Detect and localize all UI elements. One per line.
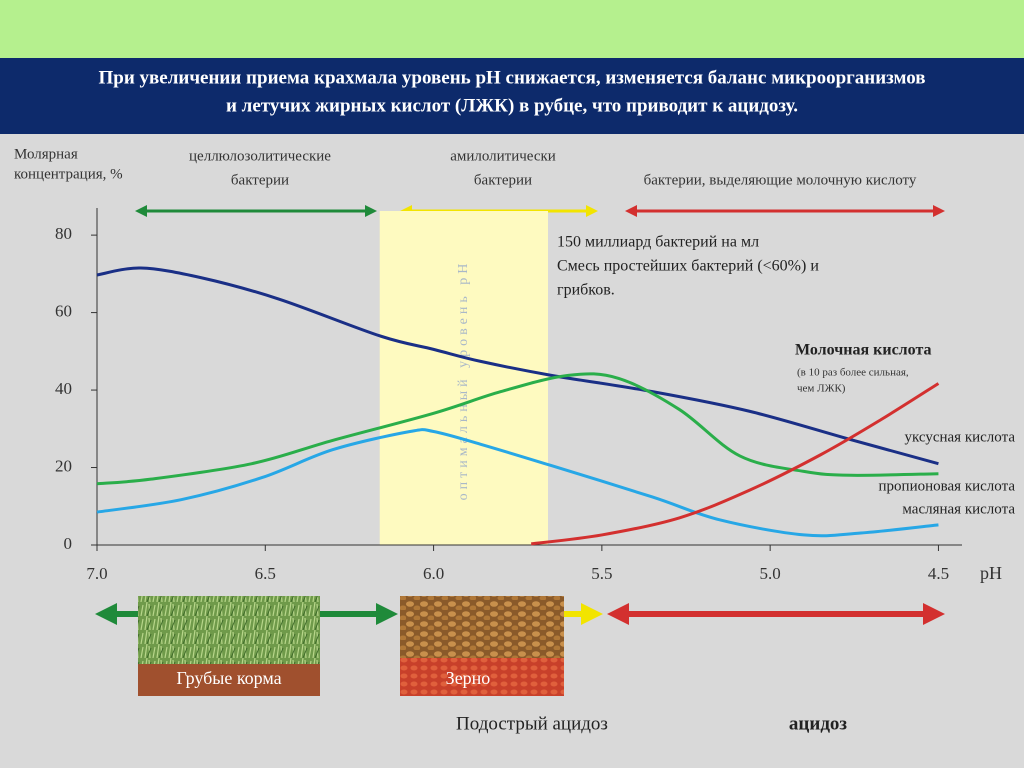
series-line: [96, 372, 939, 486]
series-label: пропионовая кислота: [879, 478, 1016, 494]
x-tick-label: 7.0: [86, 564, 107, 583]
x-label: pH: [980, 563, 1002, 583]
y-tick-label: 60: [55, 301, 72, 320]
y-label: концентрация, %: [14, 166, 123, 182]
annotation: грибков.: [557, 282, 615, 299]
series-label: уксусная кислота: [904, 429, 1015, 445]
bacteria-label: целлюлозолитические: [189, 148, 331, 164]
y-tick-label: 40: [55, 379, 72, 398]
series-line: [530, 382, 940, 546]
top-band: [0, 0, 1024, 58]
x-tick-label: 6.5: [255, 564, 276, 583]
x-tick-label: 5.5: [591, 564, 612, 583]
acidosis-label: ацидоз: [789, 713, 848, 734]
y-tick-label: 80: [55, 224, 72, 243]
title-line: и летучих жирных кислот (ЛЖК) в рубце, ч…: [226, 95, 798, 116]
y-tick-label: 0: [64, 534, 73, 553]
annotation: Смесь простейших бактерий (<60%) и: [557, 258, 819, 275]
annotation: 150 миллиард бактерий на мл: [557, 234, 759, 251]
x-tick-label: 5.0: [760, 564, 781, 583]
grain-image-red: [400, 658, 564, 696]
grass-soil: [138, 664, 320, 696]
grain-image: [400, 596, 564, 658]
bacteria-label: амилолитически: [450, 148, 556, 164]
y-label: Молярная: [14, 146, 78, 162]
y-tick-label: 20: [55, 456, 72, 475]
series-label: масляная кислота: [902, 501, 1015, 517]
x-tick-label: 6.0: [423, 564, 444, 583]
series-line: [96, 266, 939, 466]
bacteria-label: бактерии, выделяющие молочную кислоту: [644, 172, 917, 188]
header: [0, 58, 1024, 134]
feed-label: Грубые корма: [176, 668, 281, 688]
plot: оптимальный уровень pH 0 20 40 60 80 7.0 6.5 6.0…: [55, 208, 1015, 583]
optimal-label: оптимальный уровень pH: [456, 260, 471, 501]
feed-label: Зерно: [446, 668, 491, 688]
note: (в 10 раз более сильная,: [797, 367, 909, 379]
bacteria-label: бактерии: [474, 172, 532, 188]
optimal-band: [379, 211, 549, 545]
title-line: При увеличении приема крахмала уровень p…: [98, 67, 925, 88]
note: чем ЛЖК): [797, 383, 846, 395]
grass-image: [138, 596, 320, 664]
acidosis-label: Подострый ацидоз: [456, 713, 608, 734]
series-label: Молочная кислота: [795, 342, 932, 359]
bacteria-label: бактерии: [231, 172, 289, 188]
x-tick-label: 4.5: [928, 564, 949, 583]
series-line: [96, 428, 939, 538]
